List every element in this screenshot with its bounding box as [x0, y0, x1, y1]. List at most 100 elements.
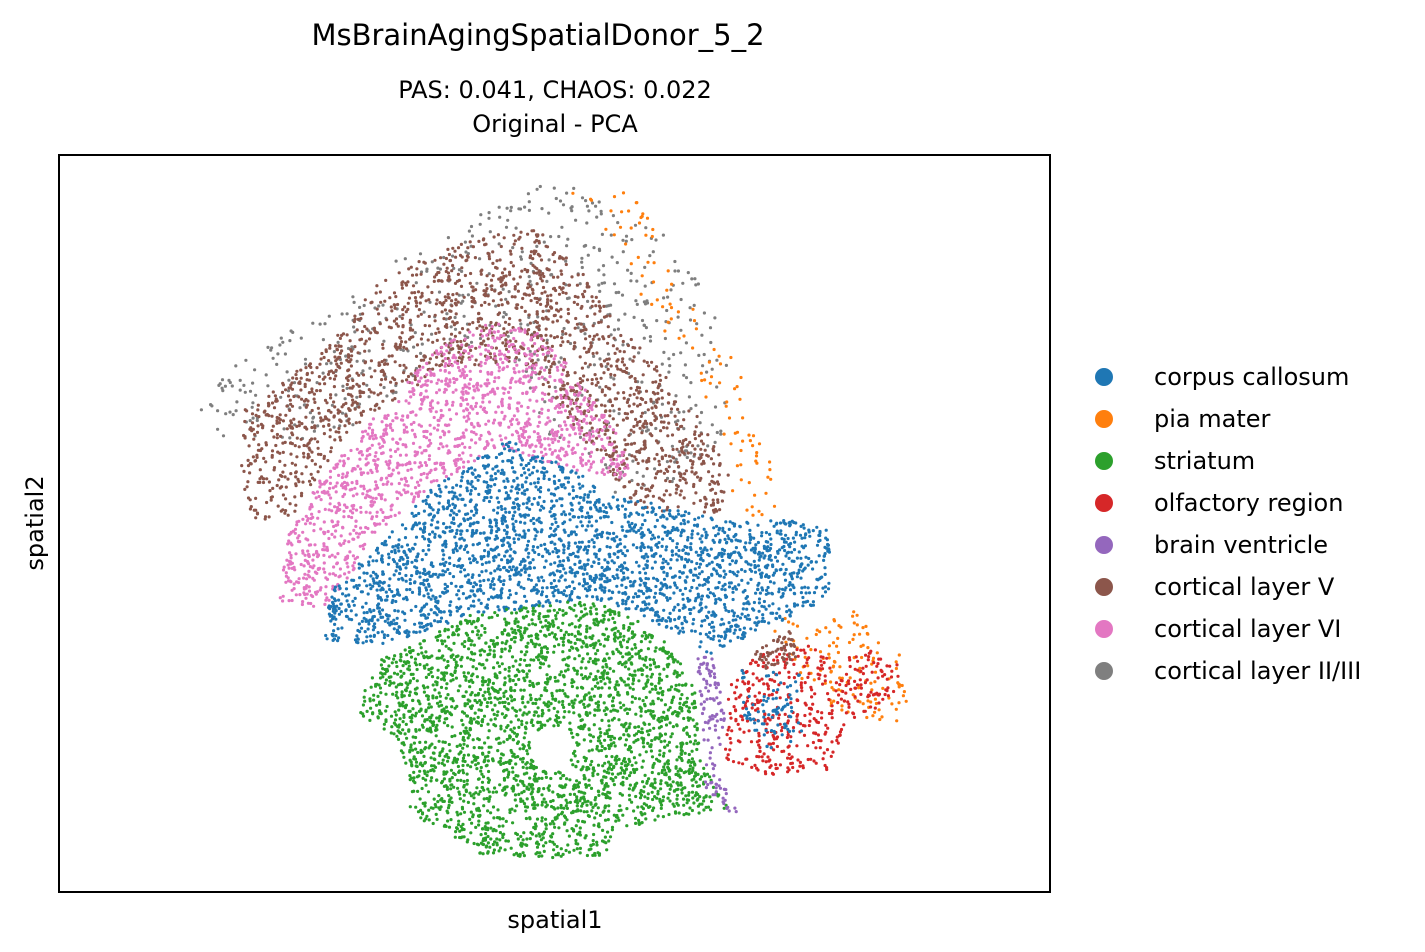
- data-point: [604, 304, 609, 308]
- data-point: [396, 441, 400, 446]
- data-point: [676, 603, 680, 607]
- data-point: [322, 548, 326, 552]
- data-point: [590, 408, 594, 412]
- data-point: [307, 446, 311, 450]
- data-point: [415, 480, 420, 484]
- data-point: [535, 399, 539, 403]
- data-point: [438, 368, 443, 372]
- data-point: [768, 460, 772, 464]
- data-point: [291, 376, 295, 380]
- data-point: [712, 526, 716, 530]
- data-point: [583, 396, 587, 400]
- data-point: [502, 333, 506, 337]
- data-point: [613, 472, 617, 476]
- data-point: [453, 327, 458, 331]
- data-point: [394, 259, 398, 263]
- data-point: [367, 395, 371, 399]
- data-point: [430, 290, 434, 295]
- data-point: [330, 509, 334, 513]
- data-point: [712, 629, 716, 633]
- data-point: [380, 368, 385, 372]
- data-point: [484, 410, 489, 415]
- data-point: [548, 447, 552, 451]
- data-point: [550, 273, 554, 277]
- data-point: [327, 508, 331, 512]
- data-point: [328, 572, 332, 576]
- data-point: [422, 397, 426, 401]
- data-point: [402, 562, 406, 567]
- data-point: [699, 371, 703, 375]
- data-point: [490, 324, 494, 329]
- data-point: [332, 425, 336, 429]
- data-point: [429, 512, 433, 516]
- data-point: [804, 591, 808, 595]
- data-point: [457, 597, 461, 601]
- data-point: [592, 442, 596, 446]
- data-point: [417, 260, 421, 264]
- data-point: [437, 508, 441, 512]
- data-point: [555, 569, 559, 573]
- data-point: [500, 410, 504, 414]
- data-point: [704, 530, 708, 534]
- data-point: [340, 626, 344, 630]
- data-point: [640, 274, 644, 278]
- data-point: [678, 453, 682, 457]
- data-point: [586, 253, 590, 257]
- data-point: [674, 394, 678, 398]
- data-point: [434, 363, 438, 367]
- data-point: [657, 384, 661, 388]
- data-point: [334, 374, 338, 378]
- data-point: [567, 440, 571, 444]
- data-point: [363, 429, 368, 433]
- data-point: [345, 561, 349, 565]
- data-point: [439, 408, 443, 413]
- data-point: [508, 386, 512, 390]
- data-point: [582, 417, 586, 422]
- data-point: [692, 501, 696, 505]
- data-point: [562, 365, 566, 369]
- data-point: [512, 370, 517, 374]
- data-point: [416, 290, 421, 294]
- data-point: [365, 383, 369, 387]
- data-point: [284, 509, 288, 513]
- data-point: [561, 340, 565, 344]
- data-point: [530, 443, 534, 447]
- data-point: [611, 428, 616, 432]
- data-point: [610, 255, 614, 259]
- data-point: [413, 450, 417, 454]
- data-point: [489, 585, 493, 590]
- data-point: [575, 389, 579, 394]
- data-point: [729, 625, 733, 629]
- data-point: [390, 550, 394, 554]
- data-point: [753, 493, 757, 497]
- data-point: [462, 460, 466, 464]
- data-point: [278, 459, 282, 463]
- data-point: [683, 544, 687, 549]
- data-point: [543, 368, 547, 372]
- data-point: [439, 350, 443, 354]
- data-point: [487, 560, 491, 564]
- data-point: [410, 590, 415, 595]
- data-point: [712, 634, 716, 639]
- data-point: [280, 474, 284, 478]
- data-point: [497, 242, 501, 246]
- data-point: [402, 345, 406, 349]
- data-point: [525, 488, 529, 492]
- data-point: [514, 591, 518, 596]
- data-point: [530, 229, 534, 233]
- data-point: [367, 426, 371, 430]
- data-point: [544, 422, 548, 426]
- data-point: [550, 452, 554, 456]
- data-point: [393, 378, 397, 382]
- data-point: [515, 303, 519, 307]
- data-point: [484, 348, 488, 352]
- data-point: [297, 424, 301, 428]
- data-point: [370, 431, 375, 435]
- data-point: [385, 424, 389, 428]
- data-point: [573, 294, 577, 299]
- data-point: [644, 233, 648, 237]
- data-point: [824, 626, 828, 630]
- data-point: [304, 596, 308, 600]
- data-point: [486, 442, 490, 446]
- data-point: [332, 377, 337, 381]
